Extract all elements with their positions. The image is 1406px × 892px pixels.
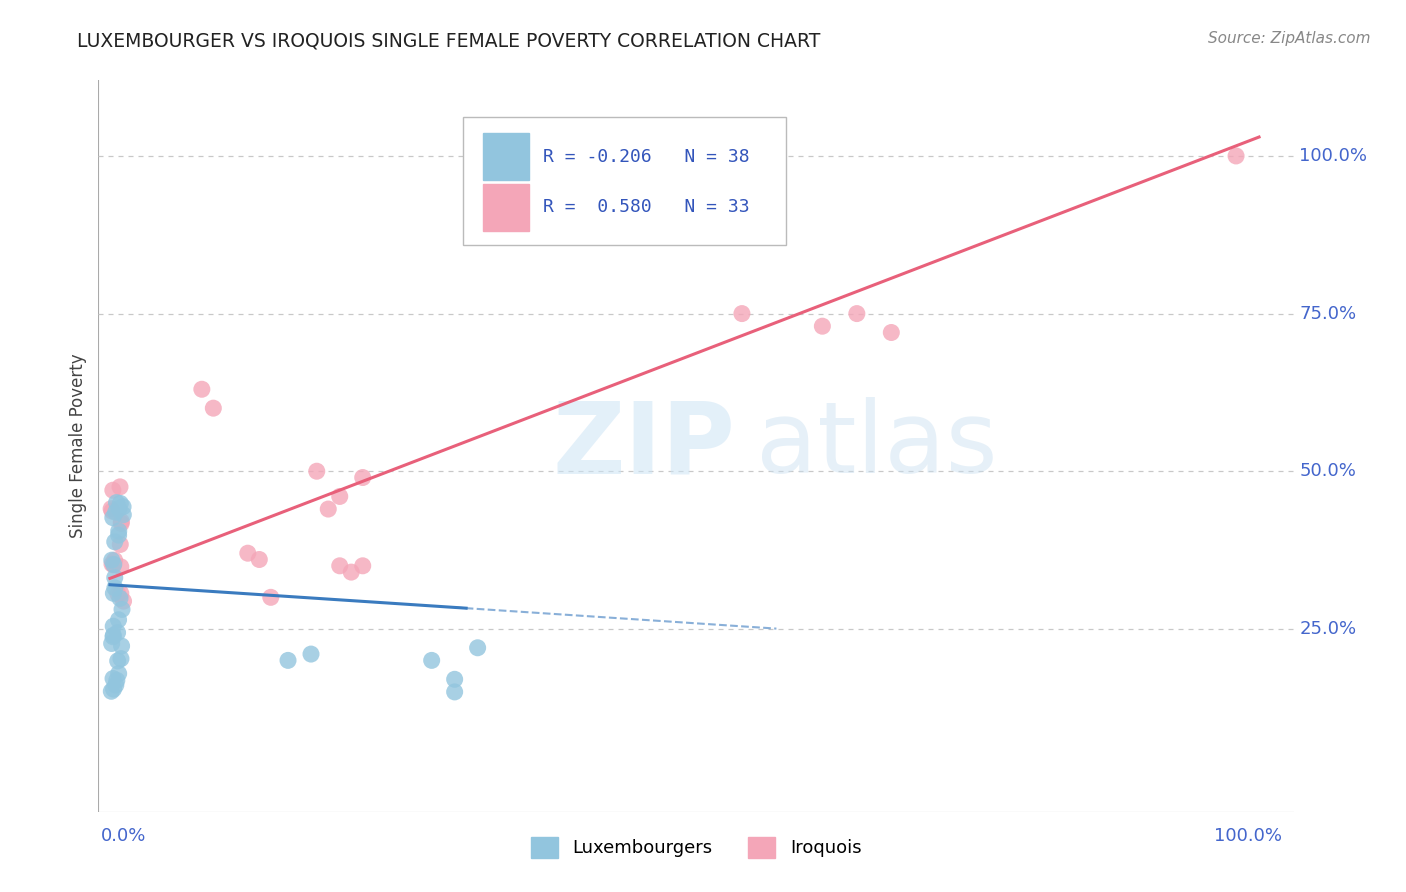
Point [112,594,135,608]
Point [107,613,129,627]
Point [103,682,125,697]
Point [110,515,132,529]
Text: ZIP: ZIP [553,398,735,494]
Bar [484,184,529,231]
Point [110,516,132,531]
Point [880,326,903,340]
Point [110,496,132,510]
Point [352,558,374,573]
Point [443,673,465,687]
Text: R =  0.580   N = 33: R = 0.580 N = 33 [543,198,749,217]
Point [103,628,125,642]
Point [108,591,131,606]
Point [191,382,214,396]
Point [107,524,129,538]
Point [112,508,135,522]
Point [101,672,124,686]
Point [352,470,374,484]
Point [443,685,465,699]
Point [100,684,122,698]
Point [236,546,259,560]
Point [101,483,124,498]
Point [111,602,134,616]
Text: Source: ZipAtlas.com: Source: ZipAtlas.com [1208,31,1371,46]
Point [104,505,127,519]
Text: 0.0%: 0.0% [101,828,146,846]
Text: atlas: atlas [756,398,997,494]
Point [105,495,128,509]
Bar [484,133,529,180]
Point [329,490,352,504]
Point [104,678,127,692]
Point [104,571,127,585]
Point [277,653,299,667]
Point [101,504,124,518]
Point [107,654,129,668]
Point [299,647,322,661]
Point [260,591,283,605]
Text: 50.0%: 50.0% [1299,462,1357,480]
Point [110,559,132,574]
Point [107,587,129,601]
Point [100,636,122,650]
Point [340,565,363,579]
Text: 100.0%: 100.0% [1213,828,1282,846]
Point [845,307,868,321]
Point [104,534,127,549]
Point [316,502,339,516]
Point [107,528,129,542]
Point [101,630,124,644]
Point [112,500,135,514]
Y-axis label: Single Female Poverty: Single Female Poverty [69,354,87,538]
Point [107,625,129,640]
Point [101,557,124,571]
Point [103,558,125,572]
Point [103,586,125,600]
Point [107,666,129,681]
Point [105,673,128,688]
Point [104,553,127,567]
Point [305,464,328,478]
Point [104,581,127,595]
Point [107,501,129,516]
Point [329,558,352,573]
Point [467,640,489,655]
Point [101,510,124,524]
Point [103,558,125,572]
Point [110,537,132,551]
Point [731,307,754,321]
Text: 25.0%: 25.0% [1299,620,1357,638]
Text: 100.0%: 100.0% [1299,147,1367,165]
Point [1225,149,1247,163]
Point [110,586,132,600]
Point [247,552,270,566]
Point [108,480,131,494]
Text: R = -0.206   N = 38: R = -0.206 N = 38 [543,148,749,166]
Text: 75.0%: 75.0% [1299,304,1357,323]
Point [100,501,122,516]
Point [811,319,834,334]
Point [110,651,132,665]
Text: LUXEMBOURGER VS IROQUOIS SINGLE FEMALE POVERTY CORRELATION CHART: LUXEMBOURGER VS IROQUOIS SINGLE FEMALE P… [77,31,821,50]
Point [101,553,124,567]
Point [103,619,125,633]
Legend: Luxembourgers, Iroquois: Luxembourgers, Iroquois [523,830,869,865]
FancyBboxPatch shape [463,117,786,244]
Point [202,401,225,416]
Point [420,653,443,667]
Point [110,639,132,653]
